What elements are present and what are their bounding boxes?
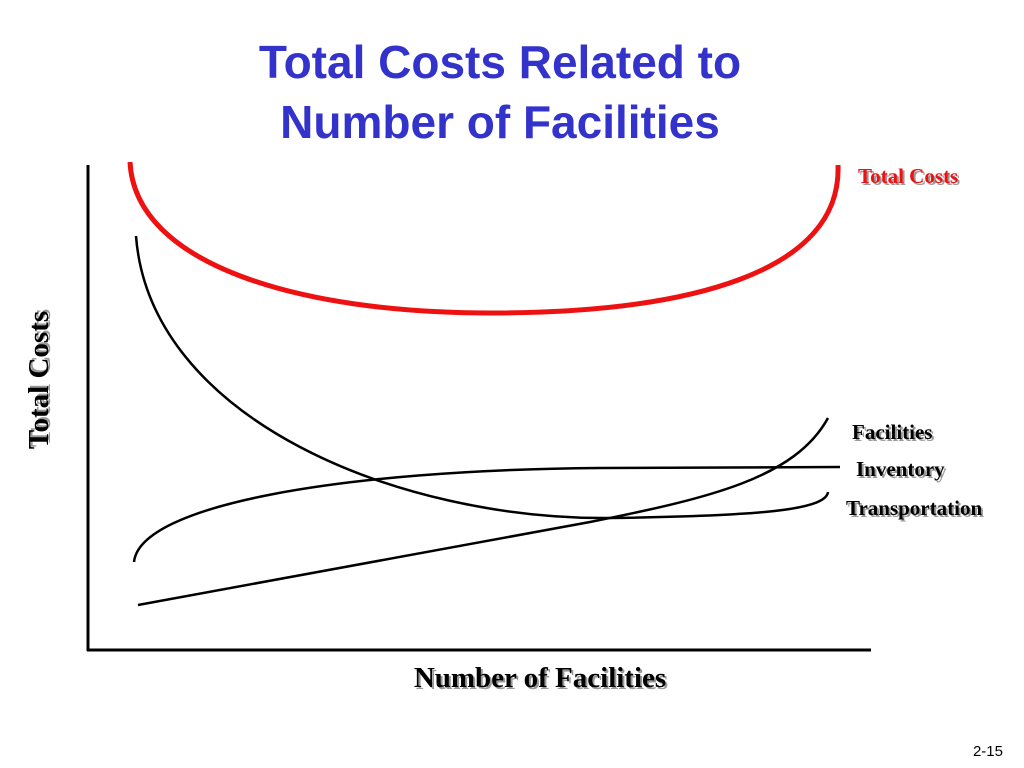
x-axis-label: Number of Facilities bbox=[414, 662, 666, 694]
title-line: Total Costs Related to bbox=[259, 36, 741, 88]
curve-label: Total Costs bbox=[858, 164, 958, 188]
curve-label: Transportation bbox=[846, 496, 982, 520]
curve-label: Facilities bbox=[852, 420, 932, 444]
y-axis-label: Total Costs bbox=[23, 311, 55, 449]
curve-label: Inventory bbox=[856, 457, 945, 481]
total-cost-curve bbox=[127, 161, 841, 316]
page-number: 2-15 bbox=[973, 743, 1003, 760]
inventory-curve bbox=[132, 465, 841, 563]
facilities-curve bbox=[137, 417, 830, 607]
title-line: Number of Facilities bbox=[280, 96, 720, 148]
transportation-curve bbox=[134, 235, 830, 520]
